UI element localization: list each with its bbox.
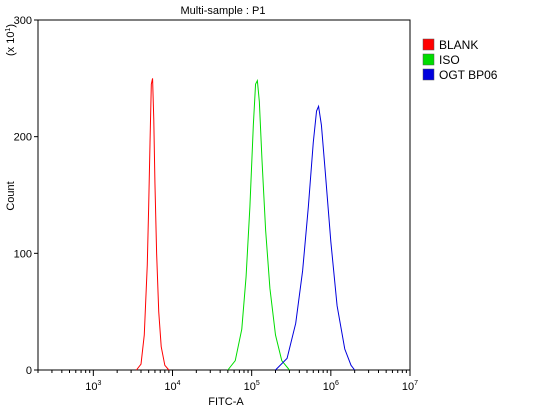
y-multiplier-base: (x 10: [5, 32, 17, 56]
y-axis-multiplier: (x 101): [5, 24, 17, 56]
y-axis: 0 100 200 300: [14, 15, 38, 377]
y-tick-label: 0: [26, 365, 32, 377]
y-tick-label: 300: [14, 15, 32, 27]
x-tick-base: 10: [164, 381, 176, 393]
x-axis-label: FITC-A: [208, 396, 244, 408]
x-tick-exp: 5: [256, 380, 260, 387]
y-axis-label: Count: [5, 181, 17, 210]
plot-area: [37, 19, 411, 371]
legend-swatch: [422, 68, 435, 81]
x-tick-base: 10: [85, 381, 97, 393]
series-line-blank: [136, 78, 170, 371]
x-tick-base: 10: [402, 381, 414, 393]
y-tick-label: 100: [14, 248, 32, 260]
x-tick-label: 107: [402, 380, 418, 393]
x-tick-exp: 4: [177, 380, 181, 387]
x-tick-label: 106: [323, 380, 339, 393]
y-multiplier-exp: 1: [5, 28, 12, 32]
legend-label: OGT BP06: [439, 68, 498, 82]
x-tick-label: 103: [85, 380, 101, 393]
legend-label: ISO: [439, 53, 460, 67]
x-tick-label: 104: [164, 380, 180, 393]
series-layer: [136, 78, 356, 371]
legend-swatch: [422, 53, 435, 66]
x-tick-base: 10: [323, 381, 335, 393]
y-tick-label: 200: [14, 132, 32, 144]
x-axis: 103 104 105 106 107: [37, 370, 418, 393]
series-line-iso: [227, 78, 290, 371]
series-line-ogt-bp06: [275, 104, 356, 371]
x-tick-base: 10: [244, 381, 256, 393]
x-tick-exp: 7: [414, 380, 418, 387]
y-multiplier-close: ): [5, 24, 17, 28]
chart-title: Multi-sample : P1: [181, 5, 266, 17]
x-tick-exp: 6: [335, 380, 339, 387]
legend-label: BLANK: [439, 38, 478, 52]
x-tick-exp: 3: [98, 380, 102, 387]
x-tick-label: 105: [244, 380, 260, 393]
legend-swatch: [422, 38, 435, 51]
